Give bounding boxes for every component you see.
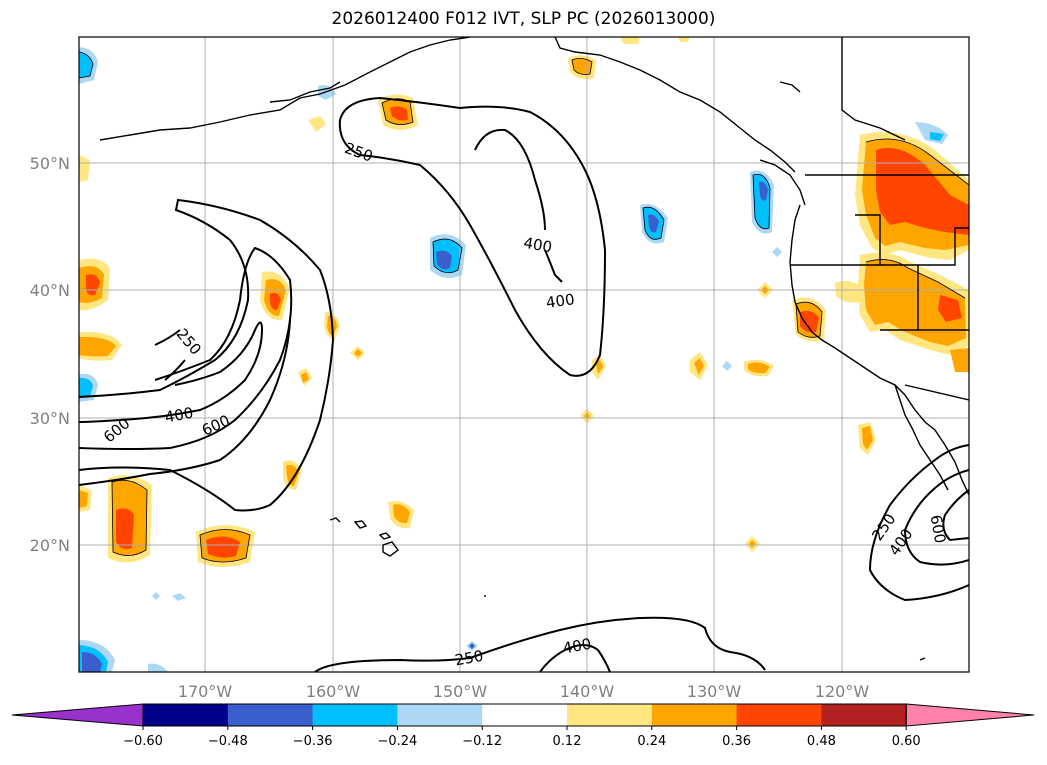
colorbar-segment	[312, 704, 398, 726]
latitude-labels: 50°N 40°N 30°N 20°N	[30, 154, 70, 555]
colorbar-tick-label: 0.24	[637, 734, 666, 749]
contour-label: 400	[163, 404, 194, 427]
colorbar-tick-label: 0.12	[553, 734, 582, 749]
lon-label: 120°W	[815, 682, 870, 701]
colorbar-extend-low	[11, 703, 144, 727]
lon-label: 140°W	[560, 682, 615, 701]
contour-label: 400	[545, 290, 576, 312]
contour-label: 250	[453, 647, 484, 670]
colorbar: −0.60 −0.48 −0.36 −0.24 −0.12 0.12 0.24 0.36 0.4…	[11, 703, 1035, 749]
lon-label: 170°W	[178, 682, 233, 701]
colorbar-tick-label: −0.36	[293, 734, 333, 749]
colorbar-tick-label: −0.24	[377, 734, 417, 749]
colorbar-tick-label: 0.36	[722, 734, 751, 749]
ivt-anomaly-fills	[79, 37, 969, 672]
colorbar-segment	[567, 704, 653, 726]
contour-label: 400	[522, 234, 553, 257]
colorbar-segment	[651, 704, 738, 726]
graticule	[79, 37, 969, 672]
colorbar-border	[142, 703, 907, 727]
lat-label: 50°N	[30, 154, 70, 173]
colorbar-tick-label: −0.60	[123, 734, 163, 749]
lat-label: 40°N	[30, 281, 70, 300]
lat-label: 20°N	[30, 536, 70, 555]
colorbar-segment	[482, 704, 568, 726]
lon-label: 130°W	[687, 682, 742, 701]
colorbar-extend-high	[905, 703, 1035, 727]
colorbar-segment	[143, 704, 229, 726]
colorbar-tick-label: −0.12	[462, 734, 502, 749]
lat-label: 30°N	[30, 409, 70, 428]
colorbar-segment	[227, 704, 314, 726]
map-frame	[78, 36, 970, 673]
lon-label: 150°W	[433, 682, 488, 701]
longitude-labels: 170°W 160°W 150°W 140°W 130°W 120°W	[178, 682, 870, 701]
anomaly-outlines	[79, 51, 969, 563]
colorbar-tick-label: 0.48	[807, 734, 836, 749]
slp-contours	[79, 96, 969, 672]
lon-label: 160°W	[306, 682, 361, 701]
map-title: 2026012400 F012 IVT, SLP PC (2026013000)	[331, 9, 716, 29]
colorbar-segment	[821, 704, 907, 726]
colorbar-tick-label: 0.60	[892, 734, 921, 749]
coastlines	[99, 37, 969, 661]
negative-anomaly-patches	[79, 47, 948, 672]
contour-label: 400	[561, 635, 592, 658]
colorbar-segment	[397, 704, 483, 726]
positive-anomaly-patches	[79, 37, 969, 567]
map-content: 250 400 600 250 400 600 250 400 400 250 …	[79, 37, 969, 672]
map-area	[79, 37, 969, 672]
colorbar-segment	[736, 704, 822, 726]
contour-label: 600	[927, 513, 950, 544]
colorbar-tick-label: −0.48	[208, 734, 248, 749]
